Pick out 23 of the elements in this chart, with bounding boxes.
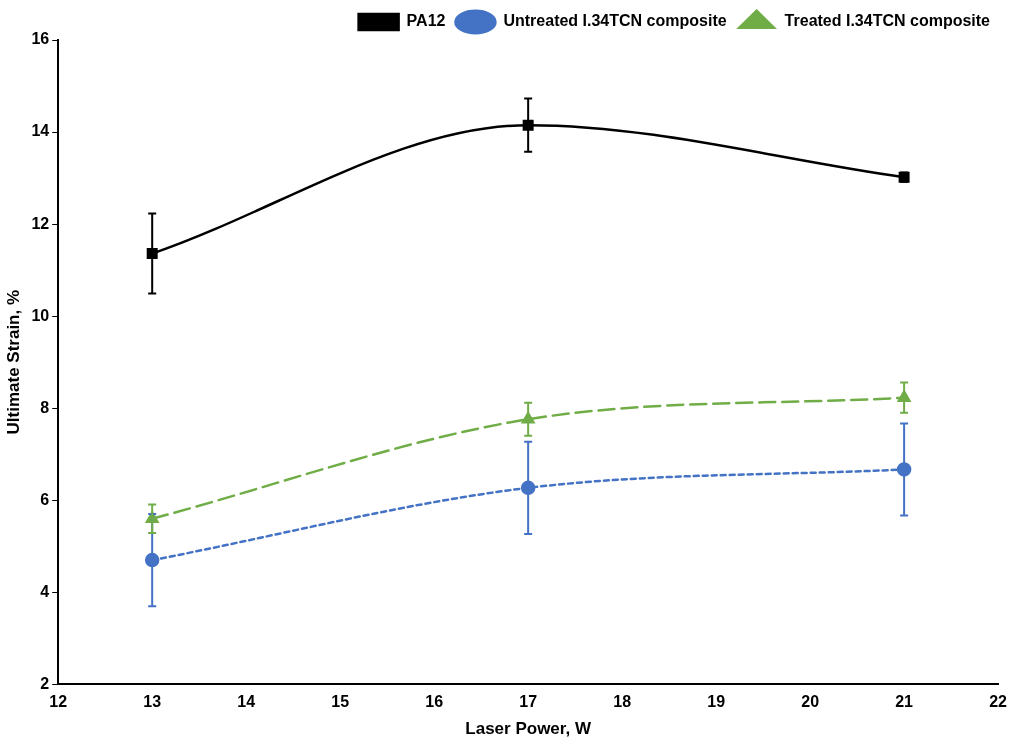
legend-label: PA12 xyxy=(406,12,446,30)
x-tick-label: 20 xyxy=(801,693,820,711)
x-tick-label: 21 xyxy=(895,693,914,711)
y-tick-label: 16 xyxy=(31,30,50,48)
x-tick-label: 14 xyxy=(237,693,256,711)
y-tick-label: 14 xyxy=(31,122,50,140)
x-tick-label: 18 xyxy=(613,693,632,711)
x-tick-label: 16 xyxy=(425,693,444,711)
y-axis-title: Ultimate Strain, % xyxy=(3,289,23,435)
x-tick-label: 13 xyxy=(143,693,162,711)
y-tick-label: 10 xyxy=(31,306,50,324)
y-tick-label: 8 xyxy=(40,398,50,416)
x-tick-label: 19 xyxy=(707,693,726,711)
y-tick-label: 12 xyxy=(31,214,50,232)
x-tick-label: 15 xyxy=(331,693,350,711)
y-tick-label: 6 xyxy=(40,490,50,508)
y-tick-label: 4 xyxy=(40,582,50,600)
legend-label: Treated I.34TCN composite xyxy=(784,12,991,30)
x-tick-label: 22 xyxy=(989,693,1008,711)
x-tick-label: 17 xyxy=(519,693,538,711)
legend-label: Untreated I.34TCN composite xyxy=(503,12,727,30)
y-tick-label: 2 xyxy=(40,674,50,692)
x-axis-title: Laser Power, W xyxy=(465,719,592,739)
